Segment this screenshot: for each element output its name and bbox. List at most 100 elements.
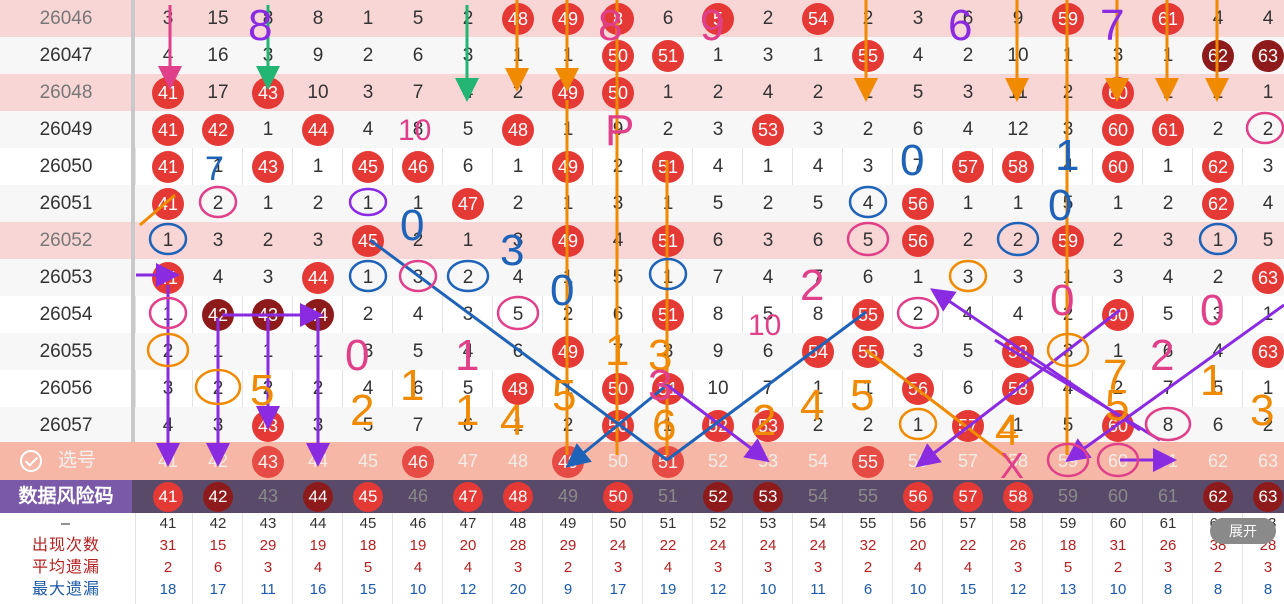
select-number[interactable]: 52: [707, 451, 729, 471]
grid-cell: 9: [612, 119, 624, 140]
select-number[interactable]: 51: [643, 442, 693, 480]
grid-cell: 3: [312, 230, 324, 251]
grid-cell: 4: [712, 156, 724, 177]
table-row[interactable]: 26046 3 15 8 8 1 5 2 48 49 8 6 5 2 54 2 3 6 9 59 7 61 4 4: [0, 0, 1284, 37]
stats-value: 2: [1213, 559, 1223, 576]
grid-cell: 2: [412, 230, 424, 251]
stats-value: 26: [1009, 537, 1027, 554]
select-number[interactable]: 43: [243, 442, 293, 480]
select-number[interactable]: 46: [393, 442, 443, 480]
grid-cell: 6: [412, 45, 424, 66]
select-ball[interactable]: 49: [552, 446, 584, 479]
stats-value: 12: [1009, 581, 1027, 598]
grid-cell: 3: [962, 82, 974, 103]
grid-cell: 2: [462, 8, 474, 29]
select-ball[interactable]: 46: [402, 446, 434, 479]
grid-cell: 15: [207, 8, 229, 29]
grid-cell: 3: [912, 341, 924, 362]
number-ball: 63: [1252, 261, 1284, 294]
select-number[interactable]: 62: [1207, 451, 1229, 471]
check-circle-icon[interactable]: [20, 450, 42, 472]
select-number[interactable]: 44: [307, 451, 329, 471]
column-number: 61: [1159, 515, 1177, 532]
grid-cell: 43: [243, 148, 293, 185]
select-number[interactable]: 61: [1157, 451, 1179, 471]
grid-cell: 46: [393, 148, 443, 185]
table-row[interactable]: 26055 2 1 1 1 3 5 4 6 49 7 3 9 6 54 55 3 5 58 3 1 6 4 63: [0, 333, 1284, 370]
grid-cell: 45: [343, 148, 393, 185]
select-number[interactable]: 45: [357, 451, 379, 471]
risk-number: 52: [693, 480, 743, 513]
grid-cell: 6: [462, 156, 474, 177]
column-separator: [292, 0, 293, 604]
expand-button[interactable]: 展开: [1210, 518, 1276, 544]
risk-number: 44: [293, 480, 343, 513]
grid-cell: 58: [993, 148, 1043, 185]
select-number[interactable]: 42: [207, 451, 229, 471]
column-separator: [1192, 0, 1193, 604]
table-row[interactable]: 26056 3 2 2 2 4 6 5 48 1 50 51 10 7 1 1 56 6 58 4 2 7 5 1: [0, 370, 1284, 407]
table-row[interactable]: 26053 41 4 3 44 1 3 2 4 1 5 1 7 4 7 6 1 3 3 1 3 4 2 63: [0, 259, 1284, 296]
number-ball: 55: [852, 298, 884, 331]
stats-header-label: –: [61, 515, 71, 532]
stats-value: 6: [213, 559, 223, 576]
table-row[interactable]: 26047 4 16 3 9 2 6 3 1 1 50 51 1 3 1 55 4 2 10 1 3 1 62 63: [0, 37, 1284, 74]
grid-cell: 1: [662, 267, 674, 288]
grid-cell: 49: [543, 0, 593, 37]
table-row[interactable]: 26054 1 42 43 44 2 4 3 5 2 6 51 8 5 8 55 2 4 4 2 60 5 3 1: [0, 296, 1284, 333]
column-separator: [792, 0, 793, 604]
select-number[interactable]: 58: [1007, 451, 1029, 471]
select-number[interactable]: 55: [843, 442, 893, 480]
grid-cell: 2: [962, 45, 974, 66]
number-ball: 41: [152, 187, 184, 220]
select-number[interactable]: 54: [807, 451, 829, 471]
table-row[interactable]: 26052 1 3 2 3 45 2 1 3 49 4 51 6 3 6 5 56 2 2 59 2 3 1 5: [0, 222, 1284, 259]
risk-ball: 44: [303, 482, 333, 513]
grid-cell: 3: [162, 378, 174, 399]
grid-cell: 4: [362, 119, 374, 140]
grid-cell: 1: [462, 230, 474, 251]
grid-cell: 8: [262, 8, 274, 29]
select-number[interactable]: 47: [457, 451, 479, 471]
grid-cell: 1: [1262, 304, 1274, 325]
select-number[interactable]: 60: [1107, 451, 1129, 471]
risk-number: 57: [943, 480, 993, 513]
grid-cell: 49: [543, 222, 593, 259]
stats-value: 2: [563, 559, 573, 576]
select-number[interactable]: 48: [507, 451, 529, 471]
select-number[interactable]: 41: [157, 451, 179, 471]
grid-cell: 2: [612, 156, 624, 177]
select-number[interactable]: 50: [607, 451, 629, 471]
grid-cell: 1: [212, 156, 224, 177]
stats-value: 19: [409, 537, 427, 554]
table-row[interactable]: 26050 41 1 43 1 45 46 6 1 49 2 51 4 1 4 3 7 57 58 4 60 1 62 3: [0, 148, 1284, 185]
select-ball[interactable]: 43: [252, 446, 284, 479]
table-row[interactable]: 26049 41 42 1 44 4 8 5 48 1 9 2 3 53 3 2 6 4 12 3 60 61 2 2: [0, 111, 1284, 148]
select-number[interactable]: 57: [957, 451, 979, 471]
select-number[interactable]: 56: [907, 451, 929, 471]
select-ball[interactable]: 55: [852, 446, 884, 479]
table-row[interactable]: 26057 4 3 43 3 5 7 6 1 2 50 1 52 53 2 2 1 57 1 5 60 8 6 2: [0, 407, 1284, 444]
number-ball: 46: [402, 150, 434, 183]
number-ball: 50: [602, 76, 634, 109]
table-row[interactable]: 26048 41 17 43 10 3 7 4 2 49 50 1 2 4 2 1 5 3 11 2 60 1 2 1: [0, 74, 1284, 111]
select-number[interactable]: 59: [1057, 451, 1079, 471]
grid-cell: 5: [362, 415, 374, 436]
stats-value: 32: [859, 537, 877, 554]
select-ball[interactable]: 51: [652, 446, 684, 479]
grid-cell: 1: [1262, 378, 1274, 399]
grid-cell: 2: [212, 378, 224, 399]
number-ball: 58: [1002, 150, 1034, 183]
select-number-row[interactable]: 选号 41 42 43 44 45 46 47 48 49 50 51 52 53 54 55 56 57 58 5…: [0, 442, 1284, 480]
column-separator: [892, 0, 893, 604]
select-number[interactable]: 49: [543, 442, 593, 480]
grid-cell: 2: [1212, 119, 1224, 140]
number-ball: 49: [552, 2, 584, 35]
grid-cell: 53: [743, 111, 793, 148]
select-number[interactable]: 63: [1257, 451, 1279, 471]
number-ball: 42: [202, 113, 234, 146]
table-row[interactable]: 26051 41 2 1 2 1 1 47 2 1 3 1 5 2 5 4 56 1 1 5 1 2 62 4: [0, 185, 1284, 222]
select-number[interactable]: 53: [757, 451, 779, 471]
number-ball: 43: [252, 409, 284, 442]
grid-cell: 4: [1262, 8, 1274, 29]
